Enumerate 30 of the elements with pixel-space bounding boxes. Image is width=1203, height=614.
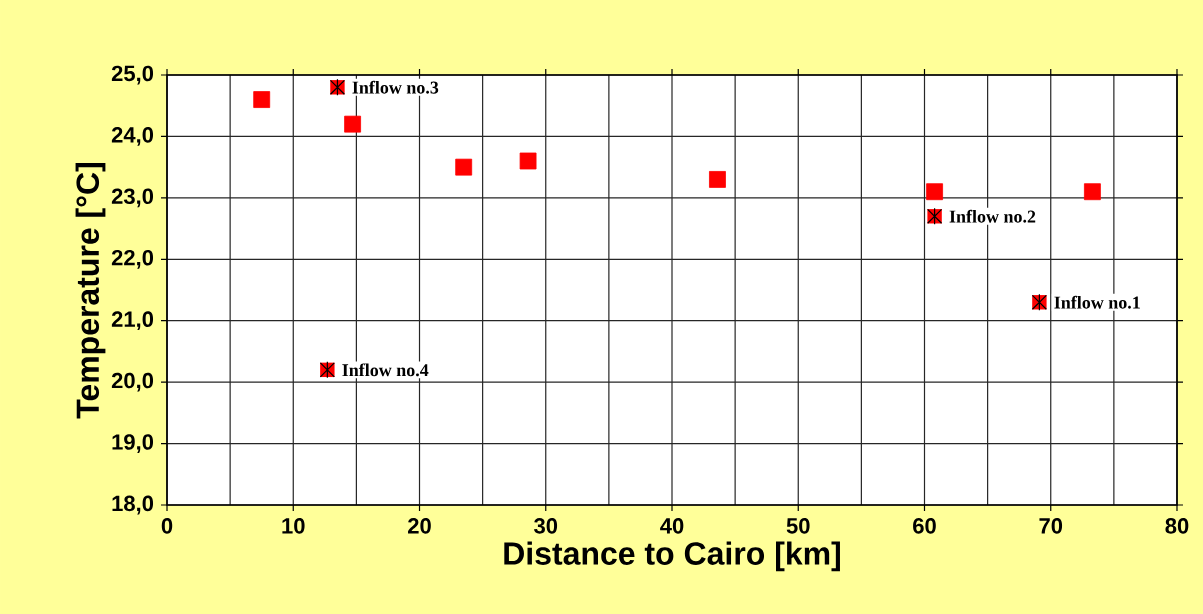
y-tick-label: 22,0: [111, 249, 154, 269]
x-tick-label: 0: [161, 518, 173, 534]
x-tick-label: 60: [913, 518, 936, 534]
x-axis-title: Distance to Cairo [km]: [504, 541, 840, 572]
x-tick-label: 30: [534, 518, 558, 534]
y-tick-label: 19,0: [112, 434, 154, 453]
point: [455, 158, 473, 176]
y-axis-title: Temperature [°C]: [75, 163, 106, 419]
y-tick-label: 21,0: [111, 311, 154, 331]
annotation: Inflow no.2: [949, 209, 1036, 223]
x-tick-label: 20: [408, 518, 431, 534]
x-tick-label: 50: [786, 518, 810, 534]
y-tick-label: 24,0: [111, 127, 154, 146]
annotation: Inflow no.4: [342, 363, 429, 377]
x-tick-label: 40: [660, 518, 684, 534]
x-tick-label: 70: [1039, 518, 1063, 534]
point: [253, 91, 271, 108]
point: [926, 183, 943, 201]
point: [344, 115, 361, 133]
point: [519, 152, 537, 170]
y-tick-label: 23,0: [111, 188, 154, 208]
x-tick-label: 10: [282, 518, 305, 534]
y-tick-label: 18,0: [112, 495, 154, 515]
annotation: Inflow no.1: [1054, 295, 1140, 309]
point: [709, 171, 726, 188]
y-tick-label: 25,0: [111, 65, 154, 85]
point: [1084, 183, 1101, 201]
x-tick-label: 80: [1165, 518, 1189, 534]
annotation: Inflow no.3: [352, 80, 439, 94]
y-tick-label: 20,0: [111, 372, 154, 392]
